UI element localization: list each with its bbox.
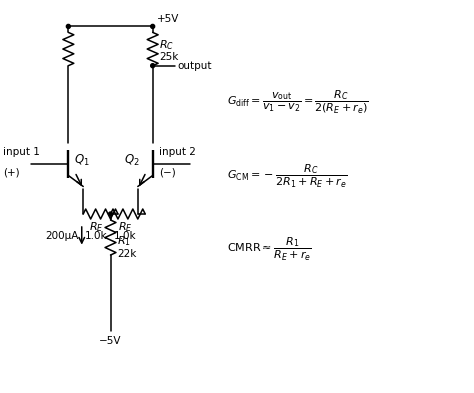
Text: 25k: 25k	[159, 52, 179, 62]
Text: 200µA: 200µA	[45, 231, 78, 241]
Text: 1.0k: 1.0k	[84, 231, 107, 241]
Circle shape	[151, 64, 155, 68]
Text: $G_\mathregular{diff} = \dfrac{v_\mathregular{out}}{v_1 - v_2} = \dfrac{R_C}{2(R: $G_\mathregular{diff} = \dfrac{v_\mathre…	[227, 88, 369, 115]
Text: $Q_2$: $Q_2$	[124, 152, 139, 167]
Text: $Q_1$: $Q_1$	[74, 152, 90, 167]
Text: $G_\mathregular{CM} = -\dfrac{R_C}{2R_1 + R_E + r_e}$: $G_\mathregular{CM} = -\dfrac{R_C}{2R_1 …	[227, 163, 347, 190]
Text: $R_E$: $R_E$	[118, 220, 132, 234]
Text: (−): (−)	[159, 167, 175, 178]
Text: −5V: −5V	[99, 336, 122, 345]
Circle shape	[66, 24, 70, 28]
Text: output: output	[177, 61, 212, 71]
Text: 22k: 22k	[118, 249, 137, 259]
Text: $R_E$: $R_E$	[89, 220, 103, 234]
Text: $R_1$: $R_1$	[118, 235, 131, 248]
Text: 1.0k: 1.0k	[114, 231, 137, 241]
Text: +5V: +5V	[156, 15, 179, 24]
Text: input 2: input 2	[159, 147, 195, 158]
Text: $R_C$: $R_C$	[159, 39, 174, 52]
Circle shape	[151, 24, 155, 28]
Text: (+): (+)	[3, 167, 19, 178]
Text: $\mathregular{CMRR} \approx \dfrac{R_1}{R_E + r_e}$: $\mathregular{CMRR} \approx \dfrac{R_1}{…	[227, 235, 312, 263]
Text: input 1: input 1	[3, 147, 40, 158]
Circle shape	[109, 212, 112, 216]
